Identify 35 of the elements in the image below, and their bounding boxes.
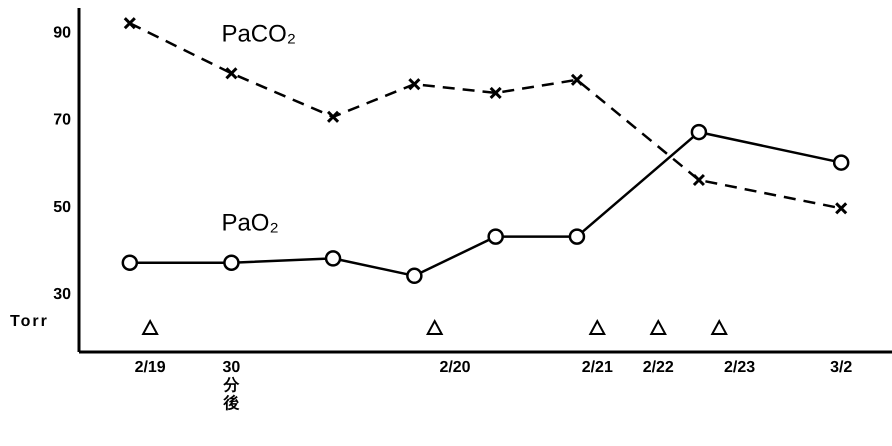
x-tick-label: 2/23: [724, 359, 756, 376]
point: [122, 254, 138, 271]
x-tick-label: 2/20: [439, 359, 471, 376]
point: [223, 254, 240, 271]
point: [408, 78, 421, 91]
point: [406, 268, 423, 284]
point: [426, 320, 443, 336]
x-tick-label: 30分後: [222, 359, 240, 412]
point: [568, 228, 586, 245]
point: [326, 110, 340, 124]
point: [711, 320, 728, 336]
point: [589, 320, 606, 336]
point: [692, 174, 706, 186]
point: [690, 124, 708, 140]
point: [832, 154, 850, 171]
point: [324, 250, 342, 267]
point: [224, 66, 238, 80]
y-tick-label: 30: [53, 286, 72, 303]
series-label: PaO₂: [221, 210, 279, 237]
y-tick-label: 70: [53, 112, 72, 129]
y-tick-label: 90: [53, 24, 72, 42]
point: [487, 228, 504, 245]
x-tick-label: 2/19: [134, 359, 166, 376]
x-tick-label: 3/2: [830, 359, 852, 376]
x-tick-label: 2/22: [642, 359, 674, 376]
series-label: PaCO₂: [221, 20, 296, 48]
point: [570, 73, 584, 86]
y-tick-label: 50: [53, 198, 72, 216]
x-tick-label: 2/21: [582, 359, 613, 376]
point: [650, 320, 666, 336]
point: [489, 86, 502, 100]
y-axis-title: Torr: [10, 313, 49, 330]
point: [123, 16, 136, 30]
point: [142, 320, 158, 336]
point: [834, 202, 848, 215]
